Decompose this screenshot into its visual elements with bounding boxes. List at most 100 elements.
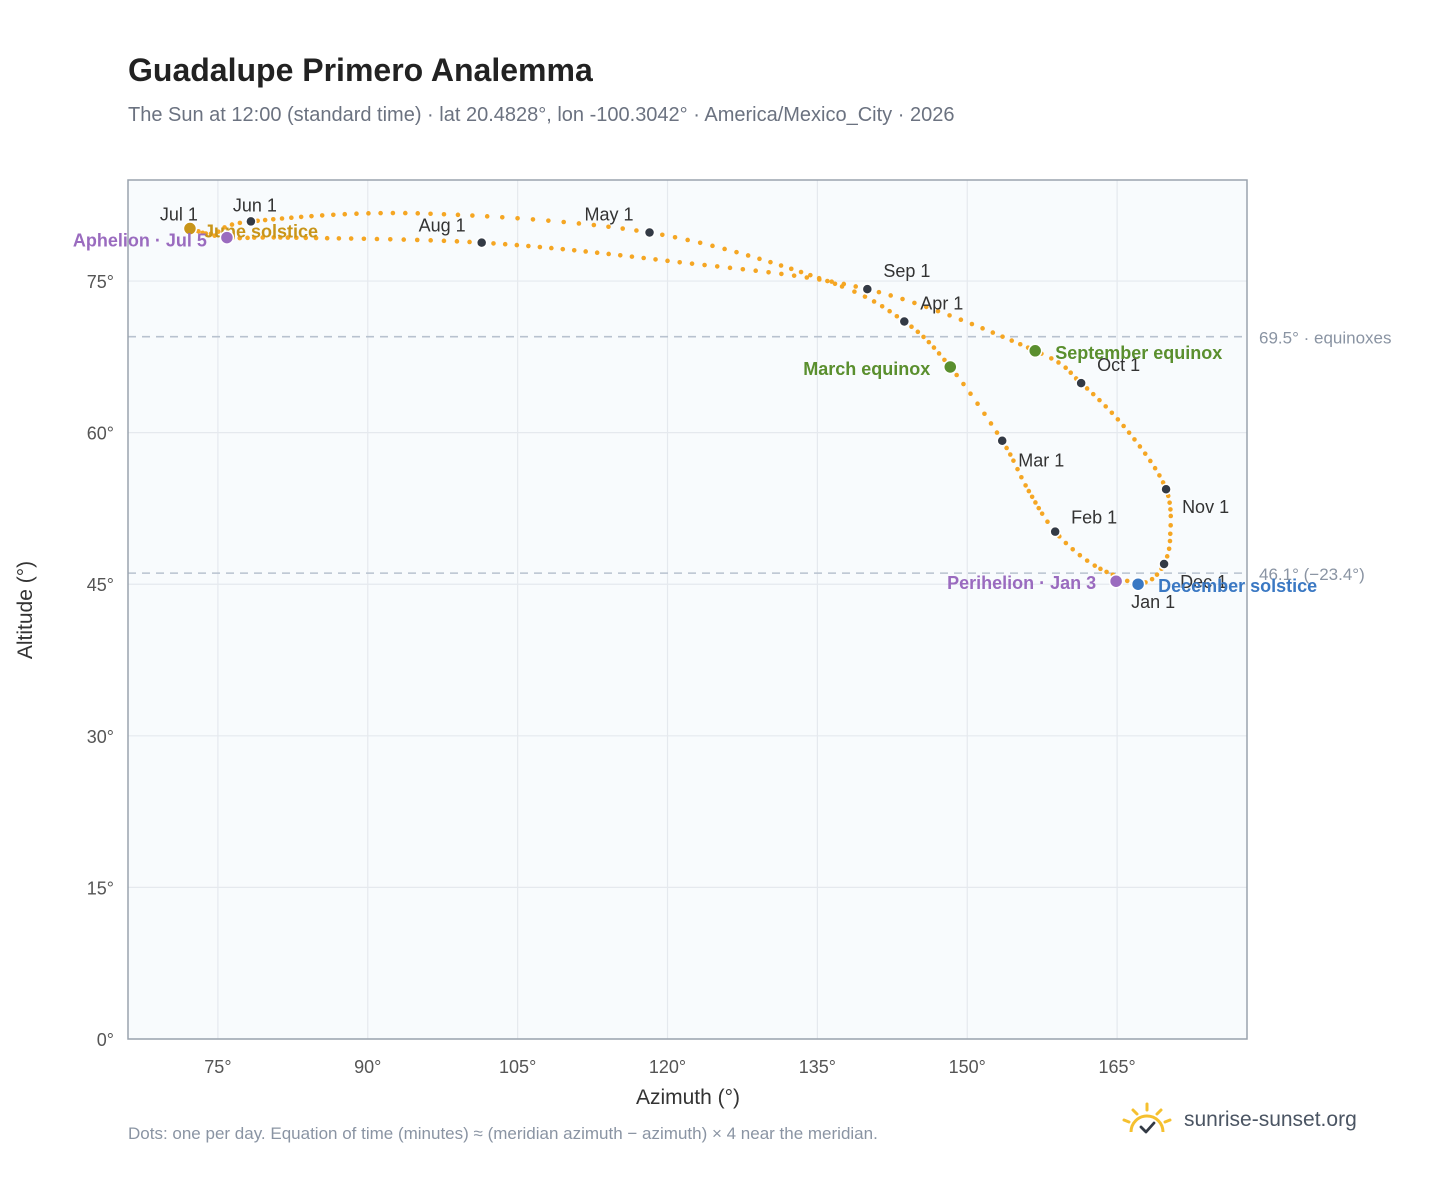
path-dot [441, 238, 447, 244]
month-marker-label: May 1 [585, 205, 634, 225]
path-dot [629, 254, 635, 259]
event-label: September equinox [1055, 343, 1222, 363]
month-marker-jun-1 [245, 215, 257, 228]
path-dot [1063, 365, 1068, 371]
path-dot [641, 255, 646, 261]
x-tick-label: 150° [949, 1057, 986, 1077]
y-tick-label: 30° [87, 727, 114, 747]
month-marker-may-1 [643, 226, 656, 239]
path-dot [1011, 458, 1016, 463]
path-dot [1103, 404, 1108, 409]
path-dot [909, 324, 914, 330]
brand-logo[interactable]: sunrise-sunset.org [1120, 1102, 1357, 1138]
path-dot [515, 215, 520, 221]
path-dot [354, 211, 359, 217]
path-dot [237, 235, 243, 241]
month-marker-nov-1 [1160, 483, 1172, 495]
path-dot [387, 236, 393, 242]
path-dot [757, 256, 762, 262]
path-dot [402, 210, 408, 216]
path-dot [1115, 417, 1121, 422]
path-dot [1152, 465, 1158, 471]
path-dot [1063, 540, 1069, 546]
path-dot [900, 296, 905, 302]
path-dot [778, 263, 784, 268]
month-marker-label: Oct 1 [1097, 355, 1140, 375]
path-dot [1097, 397, 1102, 403]
month-marker-label: Mar 1 [1018, 451, 1064, 471]
path-dot [537, 244, 543, 250]
path-dot [1068, 370, 1074, 376]
path-dot [285, 235, 291, 240]
event-marker-june-solstice [182, 221, 198, 236]
path-dot [441, 211, 447, 217]
path-dot [753, 268, 758, 274]
path-dot [1049, 356, 1054, 361]
event-marker-december-solstice [1130, 576, 1146, 592]
path-dot [1149, 576, 1155, 582]
path-dot [1023, 483, 1028, 488]
x-tick-label: 90° [354, 1057, 381, 1077]
path-dot [942, 357, 947, 363]
path-dot [740, 266, 746, 272]
path-dot [549, 245, 554, 251]
path-dot [1056, 360, 1061, 365]
brand-name: sunrise-sunset.org [1184, 1108, 1357, 1131]
path-dot [853, 284, 859, 289]
path-dot [428, 211, 433, 217]
y-tick-label: 0° [97, 1030, 114, 1050]
path-dot [560, 246, 566, 252]
path-dot [1004, 445, 1009, 451]
path-dot [583, 249, 588, 254]
path-dot [401, 237, 407, 242]
path-dot [203, 231, 209, 236]
path-dot [606, 224, 611, 230]
path-dot [975, 401, 980, 407]
path-dot [969, 321, 975, 327]
event-marker-march-equinox [943, 359, 958, 375]
plot-frame [127, 179, 1248, 1040]
path-dot [514, 242, 520, 248]
path-dot [229, 222, 235, 227]
path-dot [779, 271, 784, 277]
event-marker-aphelion-jul-5 [219, 230, 235, 245]
path-dot [415, 211, 421, 216]
path-dot [251, 235, 257, 240]
path-dot [1045, 519, 1050, 524]
path-dot [319, 213, 325, 218]
path-dot [331, 212, 336, 218]
event-label: Perihelion · Jan 3 [947, 573, 1096, 593]
path-dot [278, 235, 283, 240]
path-dot [309, 213, 314, 219]
path-dot [829, 279, 834, 284]
path-dot [982, 411, 987, 417]
path-dot [237, 220, 243, 226]
path-dot [279, 216, 285, 221]
event-label: December solstice [1158, 576, 1317, 596]
chart-title: Guadalupe Primero Analemma [128, 52, 593, 88]
path-dot [1033, 500, 1038, 505]
path-dot [591, 222, 597, 228]
y-axis-ticks: 0° 15° 30° 45° 60° 75° [87, 272, 114, 1050]
path-dot [467, 239, 472, 245]
y-tick-label: 45° [87, 575, 114, 595]
path-dot [768, 259, 773, 265]
path-dot [832, 281, 838, 287]
path-dot [1084, 386, 1090, 391]
path-dot [342, 211, 348, 217]
path-dot [1098, 566, 1103, 572]
month-marker-mar-1 [996, 434, 1008, 447]
path-dot [222, 225, 227, 230]
path-dot [788, 266, 794, 272]
path-dot [1164, 554, 1170, 559]
path-dot [454, 239, 460, 244]
path-dot [366, 211, 371, 216]
path-dot [921, 334, 926, 340]
path-dot [1142, 451, 1148, 456]
month-marker-apr-1 [898, 315, 911, 328]
path-dot [594, 250, 600, 256]
path-dot [374, 236, 380, 242]
path-dot [1167, 538, 1173, 544]
reference-lines: 69.5° · equinoxes 46.1° (−23.4°) [128, 329, 1392, 584]
path-dot [689, 261, 695, 266]
